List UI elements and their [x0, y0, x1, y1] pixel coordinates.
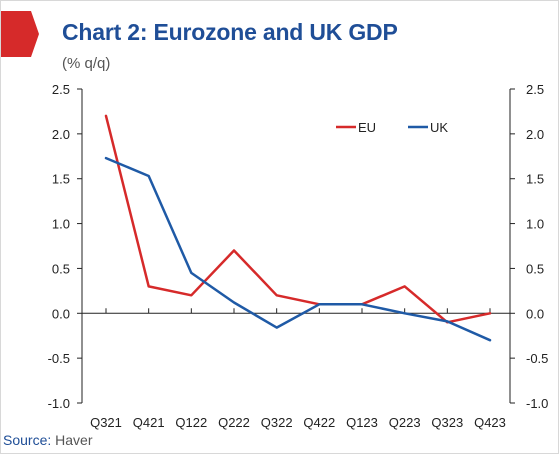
legend-label-uk: UK: [430, 120, 448, 135]
y-tick-label-right: 2.5: [526, 82, 544, 97]
x-tick-label: Q321: [90, 415, 122, 430]
source-value: Haver: [55, 432, 93, 448]
x-tick-label: Q423: [474, 415, 506, 430]
series-line-eu: [104, 114, 492, 324]
series-line-uk: [104, 156, 492, 342]
y-tick-label-left: -1.0: [48, 396, 70, 411]
x-tick-label: Q421: [133, 415, 165, 430]
y-tick-label-left: 2.0: [52, 127, 70, 142]
y-tick-label-left: 1.0: [52, 217, 70, 232]
y-tick-label-left: 0.0: [52, 306, 70, 321]
y-tick-label-left: 1.5: [52, 172, 70, 187]
brand-flag-icon: [1, 11, 39, 57]
y-tick-label-right: 2.0: [526, 127, 544, 142]
y-tick-label-right: 1.0: [526, 217, 544, 232]
x-tick-label: Q422: [303, 415, 335, 430]
y-tick-label-right: -1.0: [526, 396, 548, 411]
x-tick-label: Q122: [175, 415, 207, 430]
y-tick-label-left: 0.5: [52, 261, 70, 276]
y-tick-label-right: -0.5: [526, 351, 548, 366]
source-label: Source:: [3, 432, 52, 448]
y-tick-label-right: 0.5: [526, 261, 544, 276]
x-tick-label: Q323: [431, 415, 463, 430]
y-tick-label-right: 0.0: [526, 306, 544, 321]
y-tick-label-right: 1.5: [526, 172, 544, 187]
y-axis-unit-label: (% q/q): [62, 55, 111, 72]
legend-label-eu: EU: [358, 120, 376, 135]
y-tick-label-left: 2.5: [52, 82, 70, 97]
x-tick-label: Q222: [218, 415, 250, 430]
chart-title: Chart 2: Eurozone and UK GDP: [62, 19, 398, 45]
x-tick-label: Q322: [261, 415, 293, 430]
x-tick-label: Q123: [346, 415, 378, 430]
y-tick-label-left: -0.5: [48, 351, 70, 366]
x-tick-label: Q223: [389, 415, 421, 430]
source-note: Source: Haver: [3, 432, 93, 448]
